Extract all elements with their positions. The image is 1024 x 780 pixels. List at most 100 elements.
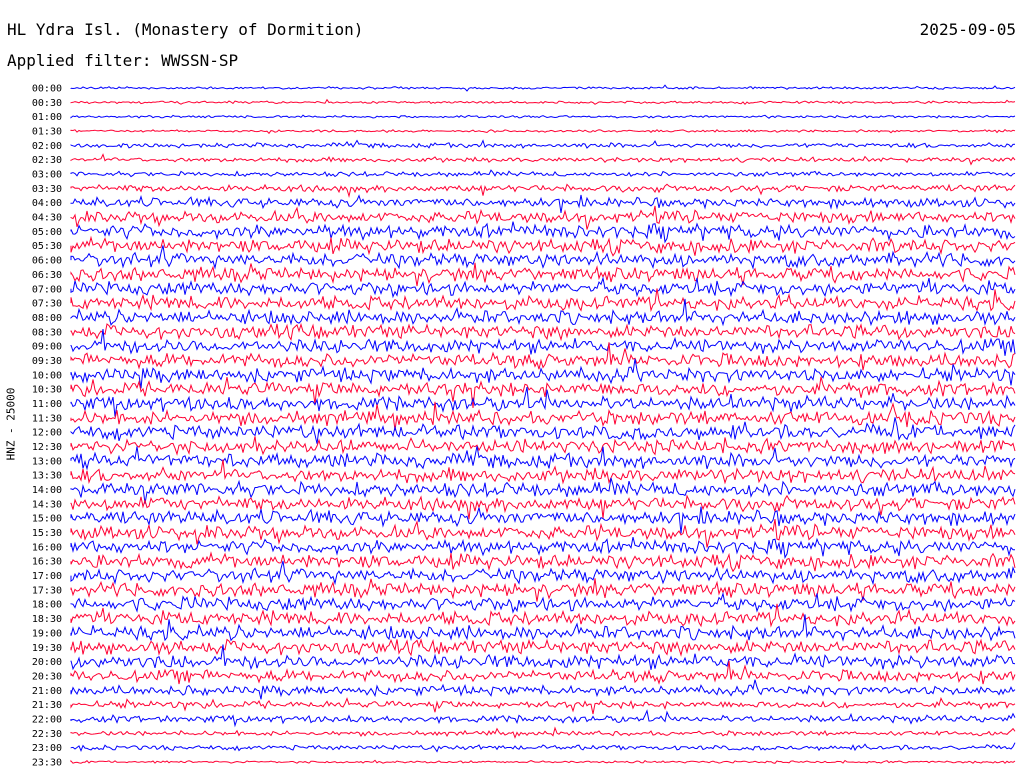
trace-line — [70, 276, 1016, 299]
trace-line — [70, 560, 1016, 586]
trace-line — [70, 551, 1016, 573]
time-tick-label: 05:30 — [32, 241, 62, 252]
time-tick-label: 20:00 — [32, 657, 62, 668]
trace-line — [70, 459, 1016, 485]
time-tick-label: 04:00 — [32, 198, 62, 209]
time-tick-label: 12:30 — [32, 442, 62, 453]
time-tick-label: 05:00 — [32, 227, 62, 238]
time-tick-label: 08:00 — [32, 313, 62, 324]
time-tick-label: 18:30 — [32, 614, 62, 625]
time-tick-label: 03:30 — [32, 184, 62, 195]
trace-line — [70, 288, 1016, 313]
trace-line — [70, 742, 1016, 753]
time-tick-label: 18:00 — [32, 600, 62, 611]
time-tick-label: 22:00 — [32, 714, 62, 725]
trace-line — [70, 183, 1016, 199]
trace-line — [70, 709, 1016, 728]
time-tick-label: 22:30 — [32, 729, 62, 740]
trace-line — [70, 358, 1016, 389]
time-tick-label: 00:30 — [32, 98, 62, 109]
time-tick-label: 10:30 — [32, 385, 62, 396]
time-tick-label: 06:30 — [32, 270, 62, 281]
trace-line — [70, 436, 1016, 456]
traces — [70, 84, 1016, 764]
trace-line — [70, 578, 1016, 602]
time-tick-label: 00:00 — [32, 84, 62, 95]
trace-line — [70, 342, 1016, 371]
time-tick-labels: 00:00 00:30 01:00 01:30 02:00 02:30 03:00 03:30… — [32, 84, 62, 769]
trace-line — [70, 759, 1016, 764]
time-tick-label: 02:30 — [32, 155, 62, 166]
time-tick-label: 21:30 — [32, 700, 62, 711]
trace-line — [70, 446, 1016, 471]
record-date: 2025-09-05 — [919, 20, 1016, 39]
time-tick-label: 04:30 — [32, 213, 62, 224]
trace-line — [70, 322, 1016, 342]
trace-line — [70, 536, 1015, 559]
time-tick-label: 20:30 — [32, 671, 62, 682]
time-tick-label: 19:30 — [32, 643, 62, 654]
trace-line — [70, 726, 1016, 739]
trace-line — [70, 697, 1016, 715]
trace-line — [70, 84, 1016, 92]
trace-line — [70, 638, 1016, 657]
time-tick-label: 10:00 — [32, 370, 62, 381]
time-tick-label: 13:30 — [32, 471, 62, 482]
trace-line — [70, 245, 1016, 270]
time-tick-label: 23:00 — [32, 743, 62, 754]
time-tick-label: 21:00 — [32, 686, 62, 697]
trace-line — [70, 262, 1016, 287]
trace-line — [70, 401, 1016, 431]
time-tick-label: 02:00 — [32, 141, 62, 152]
trace-line — [70, 194, 1016, 213]
time-tick-label: 06:00 — [32, 256, 62, 267]
trace-line — [70, 506, 1016, 534]
station-title: HL Ydra Isl. (Monastery of Dormition) — [7, 20, 364, 39]
trace-line — [70, 603, 1016, 628]
time-tick-label: 16:00 — [32, 542, 62, 553]
time-tick-label: 12:00 — [32, 428, 62, 439]
trace-line — [70, 519, 1016, 548]
trace-line — [70, 591, 1016, 614]
time-tick-label: 13:00 — [32, 456, 62, 467]
time-tick-label: 09:00 — [32, 342, 62, 353]
trace-line — [70, 221, 1016, 244]
time-tick-label: 19:00 — [32, 628, 62, 639]
time-tick-label: 01:30 — [32, 127, 62, 138]
trace-line — [70, 679, 1016, 700]
time-tick-label: 07:00 — [32, 284, 62, 295]
trace-line — [70, 494, 1016, 520]
trace-line — [70, 205, 1016, 230]
time-tick-label: 03:00 — [32, 170, 62, 181]
time-tick-label: 14:00 — [32, 485, 62, 496]
trace-line — [70, 169, 1016, 178]
trace-line — [70, 386, 1016, 417]
trace-line — [70, 98, 1016, 106]
time-tick-label: 23:30 — [32, 757, 62, 768]
time-tick-label: 09:30 — [32, 356, 62, 367]
time-tick-label: 16:30 — [32, 557, 62, 568]
time-tick-label: 15:30 — [32, 528, 62, 539]
trace-line — [70, 329, 1016, 356]
time-tick-label: 17:00 — [32, 571, 62, 582]
time-tick-label: 11:00 — [32, 399, 62, 410]
time-tick-label: 11:30 — [32, 413, 62, 424]
trace-line — [70, 660, 1016, 685]
trace-line — [70, 153, 1016, 166]
time-tick-label: 01:00 — [32, 112, 62, 123]
trace-line — [70, 376, 1016, 409]
trace-line — [70, 477, 1016, 504]
time-tick-label: 07:30 — [32, 299, 62, 310]
trace-line — [70, 114, 1016, 119]
time-tick-label: 14:30 — [32, 499, 62, 510]
time-tick-label: 17:30 — [32, 585, 62, 596]
trace-line — [70, 298, 1016, 327]
trace-line — [70, 644, 1016, 671]
trace-line — [70, 417, 1016, 444]
filter-label: Applied filter: WWSSN-SP — [7, 51, 239, 70]
trace-line — [70, 129, 1016, 135]
time-tick-label: 08:30 — [32, 327, 62, 338]
time-tick-label: 15:00 — [32, 514, 62, 525]
trace-line — [70, 139, 1016, 149]
